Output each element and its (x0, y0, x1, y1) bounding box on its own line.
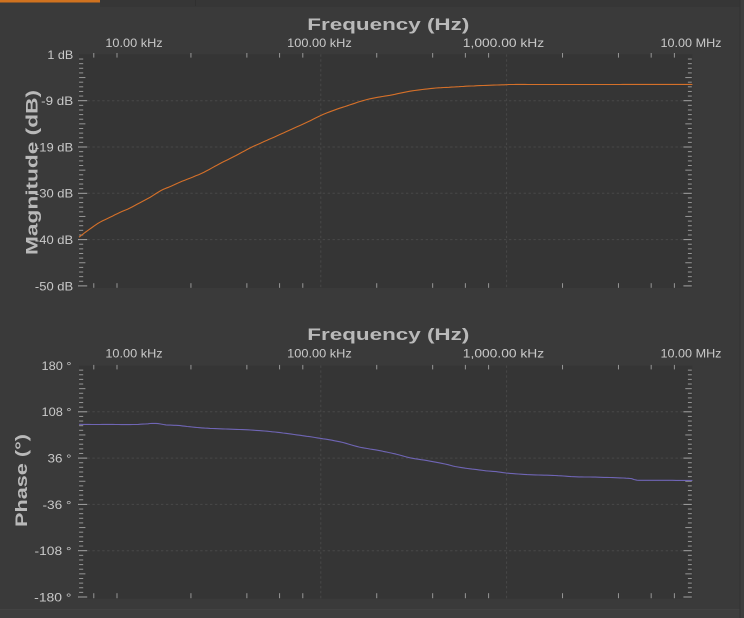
svg-text:-9 dB: -9 dB (41, 94, 73, 108)
svg-text:-180 °: -180 ° (34, 590, 72, 604)
svg-text:-19 dB: -19 dB (35, 140, 73, 154)
svg-text:Phase (°): Phase (°) (12, 434, 31, 527)
svg-text:100.00 kHz: 100.00 kHz (287, 347, 352, 361)
svg-text:Frequency (Hz): Frequency (Hz) (307, 15, 469, 34)
svg-text:100.00 kHz: 100.00 kHz (287, 36, 352, 50)
svg-text:-50 dB: -50 dB (35, 279, 73, 293)
svg-text:10.00 kHz: 10.00 kHz (105, 36, 162, 50)
svg-text:10.00 MHz: 10.00 MHz (661, 36, 722, 50)
svg-text:-40 dB: -40 dB (35, 233, 73, 247)
svg-text:Magnitude (dB): Magnitude (dB) (23, 90, 42, 255)
svg-text:36 °: 36 ° (48, 452, 72, 466)
svg-text:-36 °: -36 ° (43, 498, 72, 512)
svg-text:1,000.00 kHz: 1,000.00 kHz (463, 36, 544, 50)
svg-text:-30 dB: -30 dB (35, 187, 73, 201)
svg-text:Frequency (Hz): Frequency (Hz) (307, 325, 469, 344)
svg-text:-108 °: -108 ° (35, 544, 72, 558)
svg-text:108 °: 108 ° (42, 405, 72, 419)
svg-text:10.00 MHz: 10.00 MHz (661, 347, 722, 361)
svg-text:1,000.00 kHz: 1,000.00 kHz (463, 347, 544, 361)
svg-text:1 dB: 1 dB (47, 48, 73, 62)
svg-text:180 °: 180 ° (42, 359, 72, 373)
svg-text:10.00 kHz: 10.00 kHz (105, 347, 162, 361)
